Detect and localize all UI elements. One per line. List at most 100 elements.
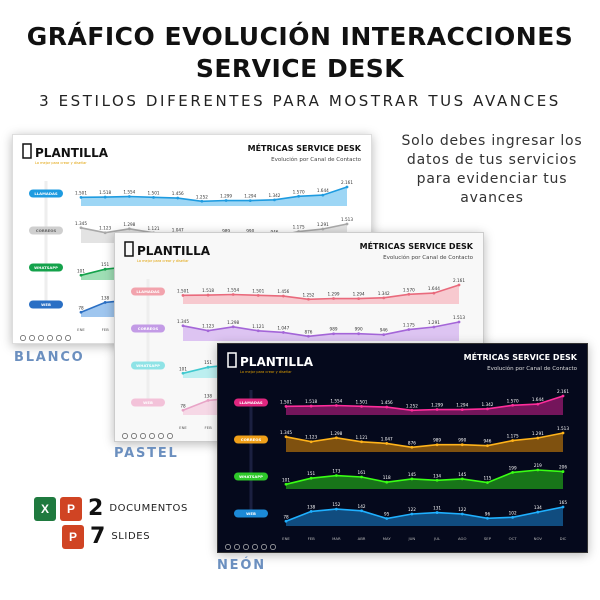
data-label: 122 — [458, 507, 466, 512]
data-point — [79, 226, 83, 230]
series-pill-label: WHATSAPP — [239, 474, 263, 479]
data-label: 1.342 — [268, 193, 280, 198]
series-line-correos — [182, 321, 460, 338]
data-point — [385, 480, 389, 484]
series-area-web — [286, 507, 563, 526]
data-point — [486, 481, 489, 484]
data-label: 876 — [408, 440, 416, 445]
month-tick-label: ABR — [358, 536, 366, 541]
series-pill-web — [29, 300, 63, 309]
month-tick-label: FEB — [204, 425, 212, 430]
data-label: 1.299 — [220, 194, 232, 199]
data-point — [385, 517, 389, 520]
data-point — [309, 510, 313, 513]
logo-text: PLANTILLA — [35, 146, 109, 160]
series-pill-whatsapp — [29, 263, 63, 272]
data-point — [79, 195, 83, 199]
data-point — [181, 324, 185, 328]
data-point — [435, 408, 439, 411]
data-point — [334, 404, 338, 407]
style-label-blanco: BLANCO — [14, 350, 85, 365]
month-tick-label: NOV — [534, 536, 543, 541]
series-pill-label: CORREOS — [241, 437, 262, 442]
data-point — [200, 199, 204, 203]
data-point — [321, 193, 325, 197]
data-point — [385, 405, 389, 409]
data-label: 1.570 — [507, 398, 519, 403]
data-point — [536, 436, 540, 440]
month-tick-label: SEP — [484, 536, 492, 541]
data-label: 1.554 — [330, 399, 342, 404]
series-area-correos — [286, 433, 563, 452]
month-tick-label: JUN — [408, 536, 416, 541]
data-label: 1.121 — [252, 324, 264, 329]
data-point — [181, 293, 185, 297]
excel-icon: X — [34, 496, 56, 521]
chart-subheading: Evolución por Canal de Contacto — [271, 156, 361, 163]
series-pill-label: LLAMADAS — [34, 191, 58, 196]
series-area-llamadas — [81, 187, 347, 206]
data-point — [360, 475, 363, 479]
data-label: 1.501 — [356, 399, 368, 404]
data-point — [360, 440, 363, 444]
month-tick-label: AGO — [458, 536, 466, 541]
data-point — [256, 293, 260, 297]
logo-tagline: Lo mejor para crear y diseñar — [35, 161, 87, 165]
data-point — [357, 332, 361, 336]
documents-row: X P 2 DOCUMENTOS — [34, 496, 188, 521]
data-point — [281, 331, 285, 334]
data-point — [297, 194, 301, 198]
data-point — [511, 471, 515, 474]
data-label: 1.123 — [202, 324, 214, 329]
chart-heading: MÉTRICAS SERVICE DESK — [248, 142, 362, 153]
data-label: 2.161 — [341, 180, 353, 185]
slides-label: SLIDES — [111, 531, 151, 542]
data-point — [382, 333, 386, 337]
data-label: 946 — [483, 439, 491, 444]
data-label: 1.501 — [75, 190, 87, 195]
series-pill-llamadas — [29, 189, 63, 198]
data-label: 946 — [380, 328, 388, 333]
series-line-web — [285, 506, 564, 523]
data-point — [284, 435, 288, 439]
data-label: 990 — [246, 229, 254, 234]
data-label: 151 — [101, 262, 109, 267]
series-line-llamadas — [285, 395, 564, 412]
data-point — [435, 478, 439, 482]
panel-neon-preview: PLANTILLA Lo mejor para crear y diseñar MÉ… — [217, 343, 588, 553]
month-tick-label: MAY — [383, 536, 392, 541]
data-point — [410, 408, 414, 412]
data-point — [181, 371, 185, 375]
month-tick-label: OCT — [509, 536, 518, 541]
series-area-llamadas — [183, 285, 459, 304]
month-tick-label: ENE — [179, 425, 187, 430]
side-description: Solo debes ingresar los datos de tus ser… — [401, 133, 583, 206]
data-point — [457, 283, 461, 287]
data-point — [486, 516, 489, 520]
data-point — [176, 196, 180, 200]
data-point — [284, 519, 288, 523]
data-point — [79, 273, 83, 277]
data-point — [410, 477, 414, 481]
series-pill-correos — [29, 226, 63, 235]
data-label: 1.252 — [196, 194, 208, 199]
data-label: 152 — [332, 502, 340, 507]
month-tick-label: JUL — [433, 536, 441, 541]
powerpoint-icon: P — [60, 496, 82, 521]
month-tick-label: ENE — [282, 536, 290, 541]
chart-subheading: Evolución por Canal de Contacto — [487, 365, 577, 372]
data-point — [206, 399, 210, 402]
data-point — [345, 185, 349, 189]
series-line-whatsapp — [285, 469, 564, 486]
data-label: 1.345 — [280, 430, 292, 435]
data-point — [256, 329, 260, 333]
series-area-correos — [183, 322, 459, 341]
toolbar-dot-icon — [167, 433, 173, 439]
data-point — [460, 512, 464, 516]
toolbar-dot-icon — [225, 544, 231, 550]
data-label: 173 — [332, 469, 340, 474]
main-title-line-1: GRÁFICO EVOLUCIÓN INTERACCIONES — [26, 22, 574, 51]
data-point — [334, 507, 338, 511]
data-point — [432, 325, 436, 329]
data-point — [457, 320, 461, 324]
